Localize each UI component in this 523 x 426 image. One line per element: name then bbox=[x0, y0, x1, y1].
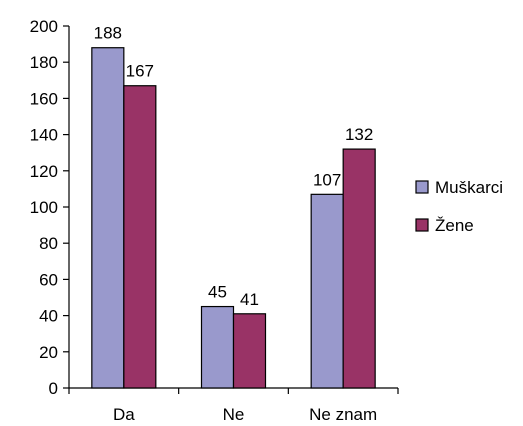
y-tick-label: 40 bbox=[39, 307, 58, 326]
y-tick-label: 140 bbox=[30, 126, 58, 145]
y-tick-label: 20 bbox=[39, 343, 58, 362]
y-tick-label: 60 bbox=[39, 270, 58, 289]
y-tick-label: 120 bbox=[30, 162, 58, 181]
bar bbox=[91, 47, 125, 389]
bar bbox=[342, 148, 376, 389]
legend-swatch bbox=[415, 218, 429, 232]
y-tick-label: 80 bbox=[39, 234, 58, 253]
bars bbox=[91, 47, 376, 389]
bar bbox=[123, 85, 157, 389]
legend-swatch bbox=[415, 180, 429, 194]
bar bbox=[200, 305, 235, 389]
y-tick-label: 160 bbox=[30, 89, 58, 108]
y-tick-label: 100 bbox=[30, 198, 58, 217]
bar-value-label: 41 bbox=[240, 290, 259, 309]
bar-value-label: 132 bbox=[345, 125, 373, 144]
bar bbox=[310, 193, 344, 389]
y-tick-label: 200 bbox=[30, 17, 58, 36]
legend-label: Muškarci bbox=[435, 178, 503, 197]
x-axis: Da Ne Ne znam bbox=[68, 387, 399, 424]
y-axis: 0 20 40 60 80 100 120 140 160 180 200 bbox=[30, 17, 70, 398]
y-tick-label: 180 bbox=[30, 53, 58, 72]
x-category-label: Da bbox=[113, 405, 135, 424]
x-category-label: Ne bbox=[223, 405, 245, 424]
legend: Muškarci Žene bbox=[415, 178, 503, 235]
bar-value-label: 107 bbox=[313, 170, 341, 189]
bar bbox=[232, 313, 267, 389]
y-tick-label: 0 bbox=[49, 379, 58, 398]
bar-value-label: 188 bbox=[94, 24, 122, 43]
bar-value-label: 167 bbox=[126, 62, 154, 81]
legend-label: Žene bbox=[435, 216, 474, 235]
x-category-label: Ne znam bbox=[309, 405, 377, 424]
bar-value-label: 45 bbox=[208, 283, 227, 302]
